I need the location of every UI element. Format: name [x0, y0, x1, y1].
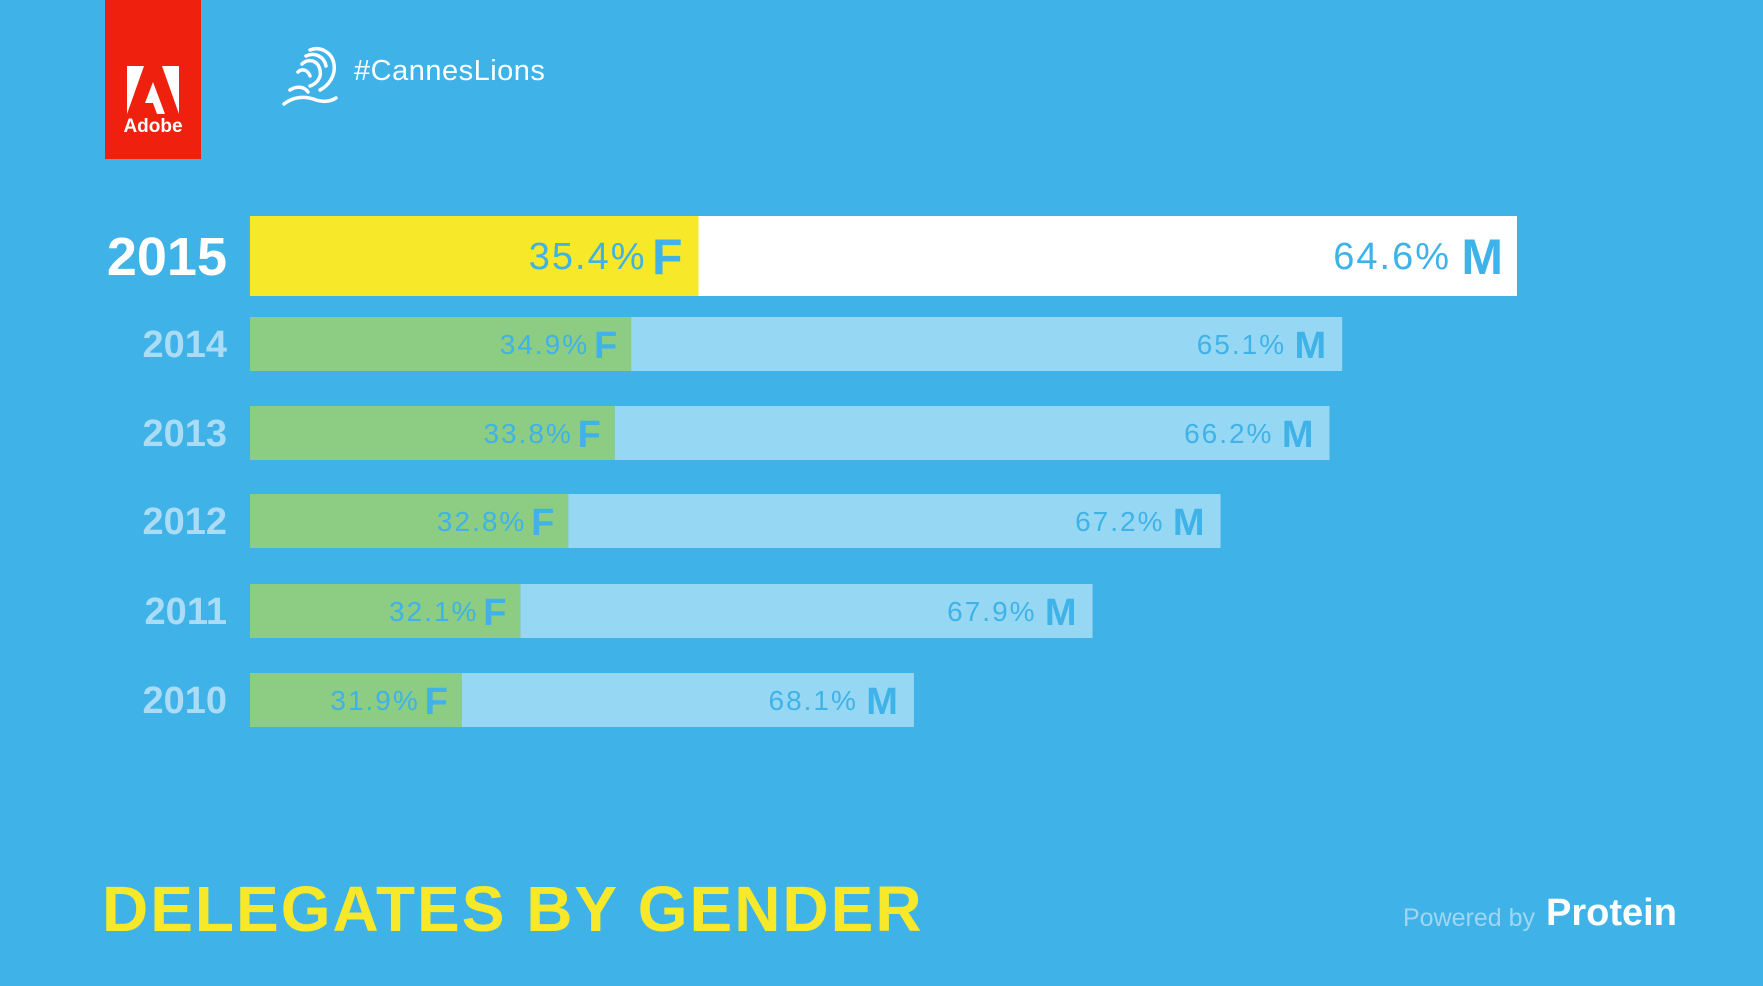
female-series-label: F: [531, 502, 554, 544]
female-value-label: 33.8%: [483, 418, 572, 449]
year-label: 2010: [142, 680, 227, 722]
male-series-label: M: [866, 681, 898, 723]
adobe-logo: Adobe: [105, 0, 201, 159]
female-series-label: F: [578, 414, 601, 456]
female-bar: [250, 406, 615, 460]
male-bar: [698, 216, 1517, 296]
female-value-label: 35.4%: [529, 236, 647, 278]
male-bar: [614, 406, 1330, 460]
male-value-label: 65.1%: [1197, 329, 1286, 360]
female-series-label: F: [483, 592, 506, 634]
male-value-label: 67.2%: [1075, 506, 1164, 537]
male-value-label: 68.1%: [769, 685, 858, 716]
female-bar: [250, 317, 632, 371]
male-bar: [461, 673, 914, 727]
male-value-label: 67.9%: [947, 596, 1036, 627]
year-label: 2011: [145, 591, 227, 633]
female-bar: [250, 216, 699, 296]
female-value-label: 32.8%: [437, 506, 526, 537]
male-bar: [631, 317, 1343, 371]
female-value-label: 31.9%: [330, 685, 419, 716]
male-value-label: 66.2%: [1184, 418, 1273, 449]
adobe-wordmark: Adobe: [123, 116, 183, 137]
female-bar: [250, 494, 569, 548]
male-value-label: 64.6%: [1333, 236, 1451, 278]
female-bar: [250, 673, 462, 727]
cannes-lion-icon: [282, 47, 338, 106]
hashtag: #CannesLions: [354, 55, 546, 87]
year-label: 2015: [107, 227, 227, 287]
male-bar: [520, 584, 1093, 638]
female-series-label: F: [425, 681, 448, 723]
male-series-label: M: [1294, 325, 1326, 367]
year-label: 2012: [142, 501, 227, 543]
year-label: 2014: [142, 324, 227, 366]
year-label: 2013: [142, 413, 227, 455]
male-series-label: M: [1045, 592, 1077, 634]
female-bar: [250, 584, 521, 638]
protein-logo: Protein: [1546, 892, 1677, 934]
female-series-label: F: [652, 229, 683, 285]
female-value-label: 34.9%: [500, 329, 589, 360]
female-value-label: 32.1%: [389, 596, 478, 627]
chart-title: DELEGATES BY GENDER: [102, 873, 924, 945]
adobe-a-icon: [127, 66, 179, 114]
female-series-label: F: [594, 325, 617, 367]
male-series-label: M: [1461, 229, 1503, 285]
powered-by-label: Powered by: [1403, 904, 1536, 932]
male-bar: [568, 494, 1221, 548]
male-series-label: M: [1173, 502, 1205, 544]
male-series-label: M: [1282, 414, 1314, 456]
